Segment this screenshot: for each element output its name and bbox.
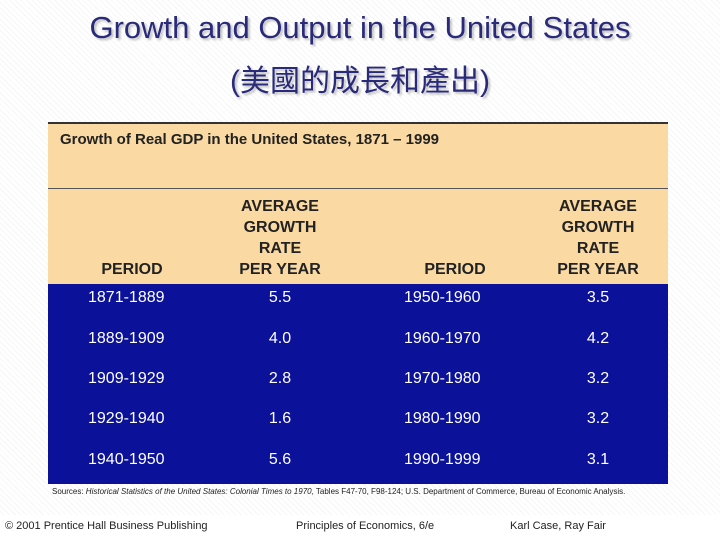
cell-period: 1909-1929 [88, 370, 165, 387]
cell-rate: 3.1 [586, 451, 610, 468]
slide-title: Growth and Output in the United States [89, 10, 631, 45]
col-header-line: AVERAGE [241, 198, 319, 215]
cell-period: 1980-1990 [404, 410, 481, 427]
col-header-line: AVERAGE [559, 198, 637, 215]
col-header-rate-right: AVERAGE GROWTH RATE PER YEAR [533, 196, 663, 280]
cell-period: 1950-1960 [404, 289, 481, 306]
cell-period: 1940-1950 [88, 451, 165, 468]
cell-period: 1960-1970 [404, 330, 481, 347]
table-body-panel [48, 284, 668, 484]
col-header-line: PER YEAR [239, 261, 321, 278]
col-header-line: PER YEAR [557, 261, 639, 278]
col-header-period-left: PERIOD [101, 261, 163, 278]
cell-rate: 3.2 [586, 410, 610, 427]
col-header-line: GROWTH [243, 219, 317, 236]
cell-rate: 5.5 [268, 289, 292, 306]
source-prefix: Sources: [52, 487, 86, 496]
slide-subtitle: (美國的成長和產出) [230, 65, 490, 98]
cell-period: 1871-1889 [88, 289, 165, 306]
source-title: Historical Statistics of the United Stat… [85, 487, 312, 496]
cell-rate: 3.5 [586, 289, 610, 306]
table-header-panel [48, 124, 668, 284]
cell-rate: 3.2 [586, 370, 610, 387]
cell-period: 1990-1999 [404, 451, 481, 468]
table-caption-rule [48, 188, 668, 189]
table-caption: Growth of Real GDP in the United States,… [60, 131, 440, 148]
footer-book-title: Principles of Economics, 6/e [296, 520, 435, 532]
footer-bar [0, 515, 720, 540]
col-header-line: RATE [258, 240, 302, 257]
cell-period: 1970-1980 [404, 370, 481, 387]
col-header-rate-left: AVERAGE GROWTH RATE PER YEAR [215, 196, 345, 280]
cell-rate: 2.8 [268, 370, 292, 387]
cell-rate: 5.6 [268, 451, 292, 468]
table-top-rule [48, 122, 668, 124]
cell-rate: 4.2 [586, 330, 610, 347]
col-header-period-right: PERIOD [424, 261, 486, 278]
cell-rate: 4.0 [268, 330, 292, 347]
source-rest: , Tables F47-70, F98-124; U.S. Departmen… [311, 487, 626, 496]
footer-copyright: © 2001 Prentice Hall Business Publishing [5, 520, 208, 532]
col-header-line: RATE [576, 240, 620, 257]
cell-period: 1929-1940 [88, 410, 165, 427]
col-header-line: GROWTH [561, 219, 635, 236]
cell-rate: 1.6 [268, 410, 292, 427]
table-source-note: Sources: Historical Statistics of the Un… [52, 487, 662, 497]
cell-period: 1889-1909 [88, 330, 165, 347]
footer-authors: Karl Case, Ray Fair [510, 520, 606, 532]
